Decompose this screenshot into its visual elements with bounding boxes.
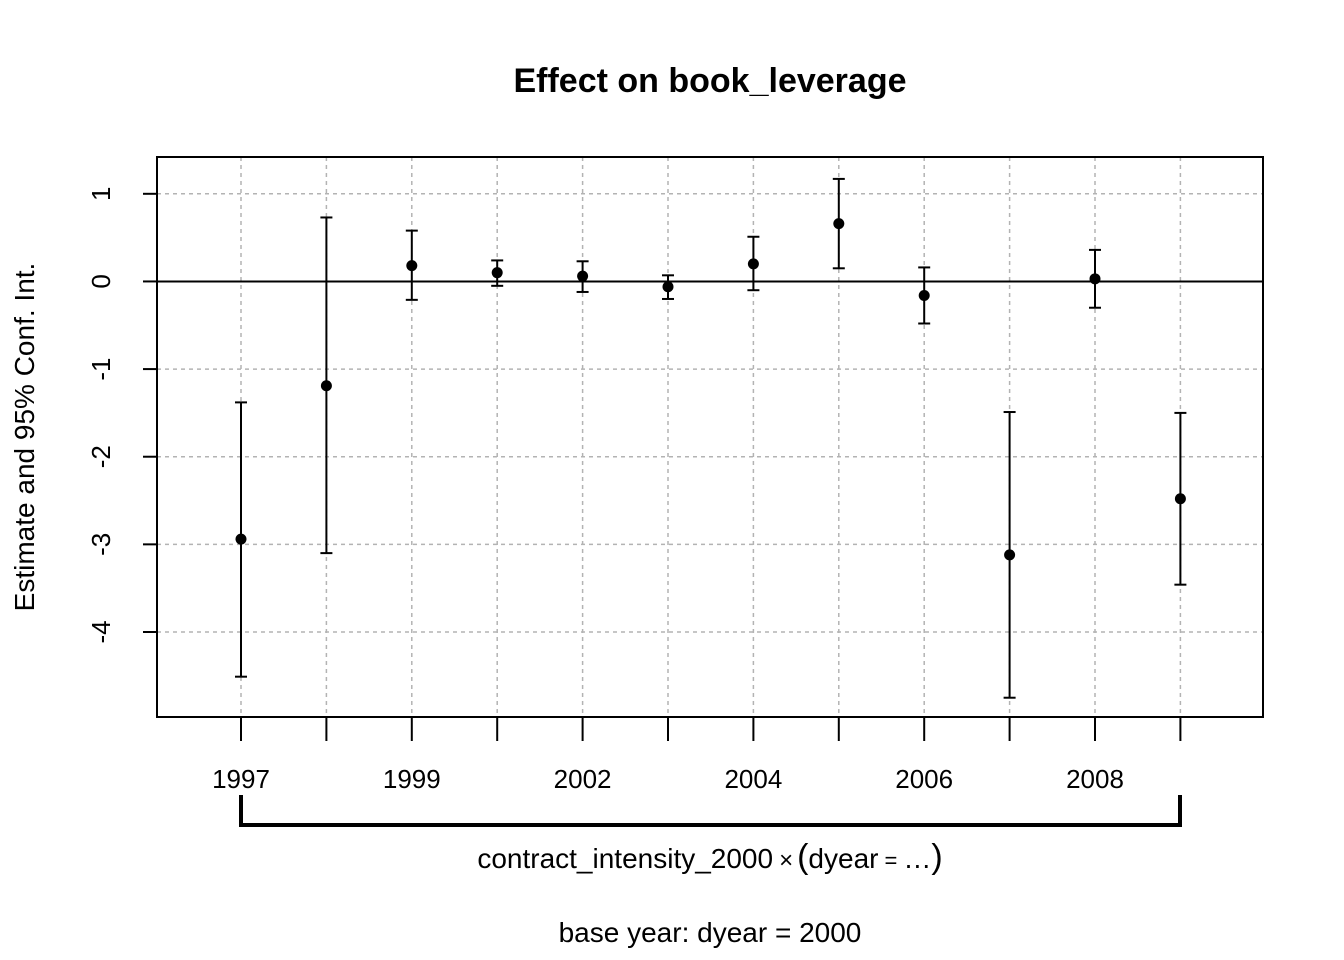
coef-1997 bbox=[235, 401, 247, 678]
estimate-point bbox=[491, 267, 503, 279]
coef-1998 bbox=[320, 216, 333, 555]
estimate-point bbox=[918, 289, 930, 301]
x-tick-label: 2004 bbox=[724, 764, 782, 794]
interaction-close-paren: ) bbox=[931, 838, 942, 876]
y-tick-label: -1 bbox=[86, 358, 116, 381]
estimate-point bbox=[1174, 493, 1186, 505]
estimates-with-ci bbox=[235, 177, 1187, 699]
chart-title: Effect on book_leverage bbox=[513, 62, 906, 100]
estimate-point bbox=[662, 281, 674, 293]
y-axis-label: Estimate and 95% Conf. Int. bbox=[9, 263, 40, 612]
coef-2002 bbox=[576, 260, 589, 293]
x-tick-label: 1999 bbox=[383, 764, 441, 794]
coef-2007 bbox=[1003, 411, 1016, 699]
y-tick-label: -2 bbox=[86, 445, 116, 468]
x-tick-label: 2006 bbox=[895, 764, 953, 794]
estimate-point bbox=[406, 260, 418, 272]
estimate-point bbox=[320, 380, 332, 392]
estimate-point bbox=[747, 258, 759, 270]
x-tick-label: 2008 bbox=[1066, 764, 1124, 794]
x-axis: 1997 1999 2002 2004 2006 2008 bbox=[212, 717, 1182, 794]
interaction-open-paren: ( bbox=[797, 838, 809, 876]
estimate-point bbox=[235, 533, 247, 545]
coef-1999 bbox=[405, 229, 418, 301]
coef-2001 bbox=[491, 259, 504, 287]
coef-2003 bbox=[662, 274, 674, 300]
interaction-bracket bbox=[239, 795, 1182, 827]
grid-lines bbox=[157, 157, 1263, 717]
x-tick-label: 1997 bbox=[212, 764, 270, 794]
interaction-label: contract_intensity_2000 × (dyear =…) bbox=[477, 838, 942, 876]
coef-2005 bbox=[832, 177, 845, 270]
coef-2006 bbox=[918, 266, 931, 325]
estimate-point bbox=[577, 270, 589, 282]
estimate-point bbox=[1004, 549, 1016, 561]
plot-frame bbox=[156, 156, 1264, 718]
interaction-var: contract_intensity_2000 bbox=[477, 843, 773, 874]
coef-2004 bbox=[747, 235, 760, 292]
y-axis: 1 0 -1 -2 -3 -4 bbox=[86, 187, 157, 644]
estimate-point bbox=[1089, 273, 1101, 285]
coef-2009 bbox=[1174, 411, 1187, 586]
estimate-point bbox=[833, 218, 845, 230]
y-tick-label: -3 bbox=[86, 533, 116, 556]
base-year-note: base year: dyear = 2000 bbox=[559, 917, 862, 948]
y-tick-label: 0 bbox=[86, 274, 116, 288]
y-tick-label: 1 bbox=[86, 187, 116, 201]
interaction-dots: … bbox=[903, 843, 931, 874]
x-tick-label: 2002 bbox=[554, 764, 612, 794]
interaction-eq: = bbox=[884, 848, 897, 873]
y-tick-label: -4 bbox=[86, 620, 116, 643]
coef-2008 bbox=[1089, 248, 1101, 309]
interaction-term: dyear bbox=[808, 843, 878, 874]
interaction-times: × bbox=[779, 847, 793, 874]
